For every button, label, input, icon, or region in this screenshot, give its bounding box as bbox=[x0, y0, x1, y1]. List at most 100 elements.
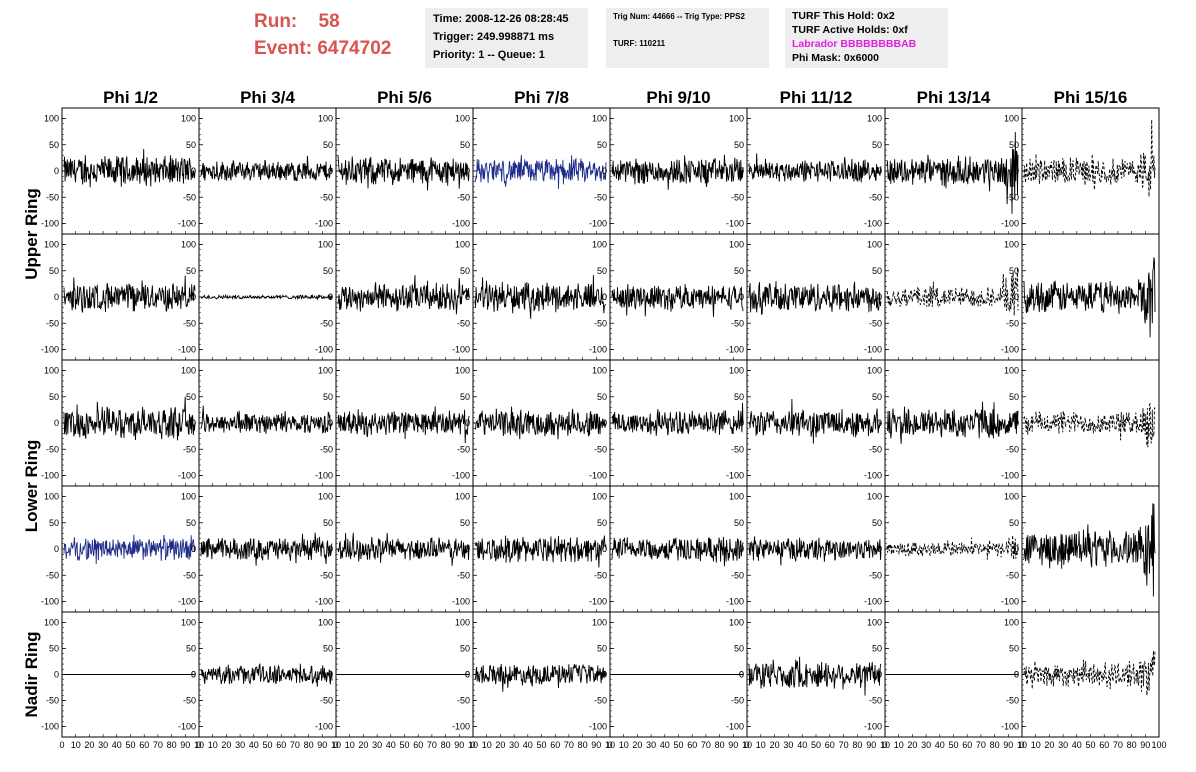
y-tick-label: 50 bbox=[1009, 643, 1019, 653]
y-tick-label: 100 bbox=[455, 366, 470, 376]
y-tick-label: 100 bbox=[867, 240, 882, 250]
x-tick-label: 90 bbox=[317, 740, 327, 750]
x-tick-label: 10 bbox=[756, 740, 766, 750]
waveform-panel: 100 50 0 -50 -100 0 bbox=[315, 611, 474, 738]
waveform-trace bbox=[474, 275, 607, 319]
zero-label: 0 bbox=[465, 670, 470, 680]
waveform-panel: 100 50 0 -50 -100 0 bbox=[315, 485, 474, 613]
waveform-trace bbox=[337, 275, 470, 315]
y-tick-label: 50 bbox=[460, 266, 470, 276]
y-tick-label: 0 bbox=[877, 670, 882, 680]
y-tick-label: 50 bbox=[872, 518, 882, 528]
x-tick-label: 60 bbox=[1099, 740, 1109, 750]
y-tick-label: -100 bbox=[315, 722, 333, 732]
x-tick-label: 10 bbox=[345, 740, 355, 750]
y-tick-label: -100 bbox=[41, 597, 59, 607]
y-tick-label: 0 bbox=[191, 166, 196, 176]
x-tick-label: 80 bbox=[852, 740, 862, 750]
y-tick-label: -50 bbox=[320, 696, 333, 706]
y-tick-label: 100 bbox=[867, 114, 882, 124]
y-tick-label: 50 bbox=[872, 140, 882, 150]
waveform-panel: 100 50 0 -50 -100 0 bbox=[178, 611, 337, 738]
y-tick-label: -100 bbox=[452, 345, 470, 355]
y-tick-label: -50 bbox=[457, 444, 470, 454]
y-tick-label: -50 bbox=[1006, 444, 1019, 454]
x-tick-label: 60 bbox=[687, 740, 697, 750]
column-titles: Phi 1/2 Phi 3/4 Phi 5/6 Phi 7/8 Phi 9/10 Phi … bbox=[103, 88, 1127, 107]
y-tick-label: -50 bbox=[731, 696, 744, 706]
event-label-text: Event: bbox=[254, 38, 313, 59]
zero-label: 0 bbox=[191, 670, 196, 680]
y-tick-label: 0 bbox=[1014, 418, 1019, 428]
x-tick-label: 0 bbox=[744, 740, 749, 750]
waveform-panel: 100 50 0 -50 -100 0 bbox=[726, 485, 886, 613]
y-tick-label: 50 bbox=[597, 392, 607, 402]
y-tick-label: -50 bbox=[731, 318, 744, 328]
event-label: Event: 6474702 bbox=[254, 38, 391, 60]
waveform-panel: 100 50 0 -50 -100 0 bbox=[589, 485, 748, 613]
y-tick-label: -100 bbox=[178, 345, 196, 355]
waveform-panel: 100 50 0 -50 -100 0 bbox=[864, 107, 1023, 235]
waveform-panel: 100 50 0 -50 -100 0 bbox=[864, 233, 1023, 361]
y-tick-label: -100 bbox=[589, 219, 607, 229]
y-tick-label: 50 bbox=[323, 643, 333, 653]
y-tick-label: 50 bbox=[49, 643, 59, 653]
y-tick-label: 50 bbox=[186, 140, 196, 150]
x-tick-label: 0 bbox=[470, 740, 475, 750]
y-tick-label: 100 bbox=[729, 492, 744, 502]
y-tick-label: 50 bbox=[323, 140, 333, 150]
x-tick-label: 0 bbox=[607, 740, 612, 750]
waveform-panel: 100 50 0 -50 -100 0 bbox=[41, 107, 200, 235]
y-tick-label: 50 bbox=[872, 643, 882, 653]
column-title: Phi 5/6 bbox=[377, 88, 432, 107]
x-tick-label: 0 bbox=[1019, 740, 1024, 750]
y-tick-label: 0 bbox=[328, 166, 333, 176]
y-tick-label: 100 bbox=[181, 617, 196, 627]
x-tick-label: 30 bbox=[921, 740, 931, 750]
y-tick-label: -100 bbox=[41, 345, 59, 355]
y-tick-label: -50 bbox=[869, 570, 882, 580]
y-tick-label: 100 bbox=[592, 617, 607, 627]
x-tick-label: 60 bbox=[962, 740, 972, 750]
y-tick-label: 0 bbox=[739, 292, 744, 302]
y-tick-label: -100 bbox=[864, 345, 882, 355]
waveform-panel: 100 50 0 -50 -100 bbox=[1001, 611, 1160, 738]
x-tick-label: 50 bbox=[536, 740, 546, 750]
waveform-trace bbox=[1023, 402, 1156, 448]
zero-label: 0 bbox=[877, 292, 882, 302]
x-tick-label: 70 bbox=[701, 740, 711, 750]
zero-label: 0 bbox=[1014, 166, 1019, 176]
waveform-trace bbox=[886, 131, 1019, 214]
y-tick-label: -100 bbox=[1001, 345, 1019, 355]
x-tick-label: 30 bbox=[509, 740, 519, 750]
x-tick-label: 10 bbox=[71, 740, 81, 750]
y-tick-label: 50 bbox=[1009, 392, 1019, 402]
trigger-text: Trigger: 249.998871 ms bbox=[433, 31, 555, 43]
y-tick-label: 0 bbox=[54, 292, 59, 302]
y-tick-label: 100 bbox=[455, 240, 470, 250]
y-tick-label: 100 bbox=[44, 240, 59, 250]
y-tick-label: -50 bbox=[594, 696, 607, 706]
x-tick-label: 50 bbox=[948, 740, 958, 750]
zero-label: 0 bbox=[739, 292, 744, 302]
y-tick-label: 0 bbox=[54, 670, 59, 680]
zero-label: 0 bbox=[1014, 670, 1019, 680]
waveform-panel: 100 50 0 -50 -100 0 bbox=[452, 611, 611, 738]
waveform-trace bbox=[200, 662, 333, 687]
y-tick-label: -50 bbox=[594, 318, 607, 328]
column-title: Phi 13/14 bbox=[917, 88, 991, 107]
y-tick-label: -100 bbox=[178, 471, 196, 481]
zero-label: 0 bbox=[465, 166, 470, 176]
x-tick-label: 90 bbox=[591, 740, 601, 750]
x-tick-label: 20 bbox=[632, 740, 642, 750]
x-tick-label: 80 bbox=[441, 740, 451, 750]
y-tick-label: 50 bbox=[186, 518, 196, 528]
waveform-trace bbox=[200, 293, 333, 301]
waveform-trace bbox=[1023, 119, 1156, 197]
y-tick-label: 50 bbox=[734, 140, 744, 150]
y-tick-label: 0 bbox=[191, 544, 196, 554]
waveform-trace bbox=[63, 275, 196, 313]
y-tick-label: -50 bbox=[320, 318, 333, 328]
y-tick-label: -50 bbox=[320, 444, 333, 454]
y-tick-label: 50 bbox=[597, 140, 607, 150]
